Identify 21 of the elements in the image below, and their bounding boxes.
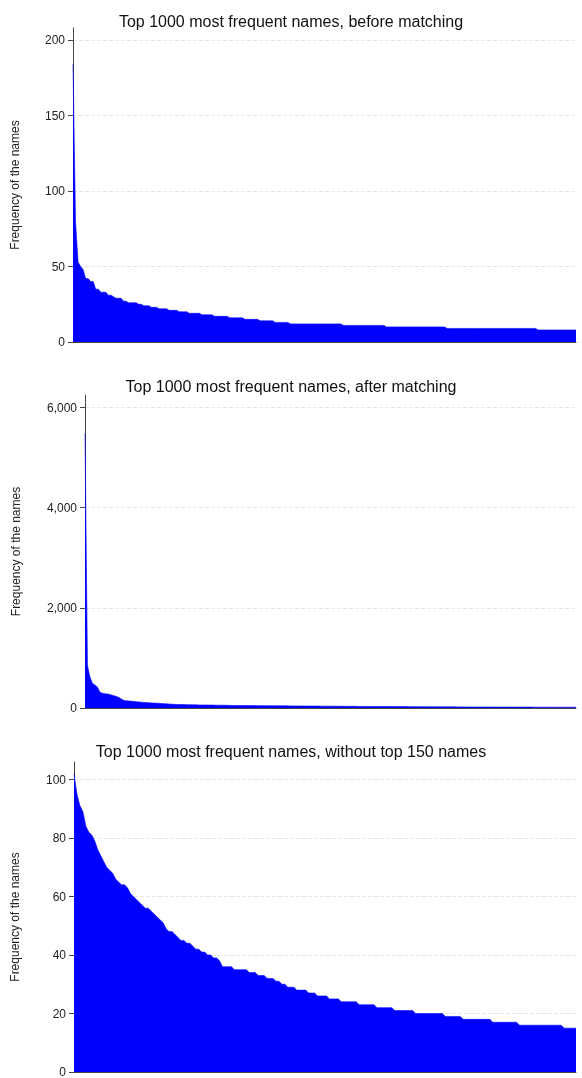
y-tick-label: 100	[44, 184, 66, 199]
chart-title: Top 1000 most frequent names, after matching	[125, 377, 457, 395]
y-tick-label: 0	[70, 701, 78, 715]
y-tick-label: 50	[51, 259, 66, 274]
y-tick-label: 60	[52, 889, 67, 904]
y-axis-title: Frequency of the names	[8, 852, 22, 982]
y-tick-label: 20	[52, 1006, 67, 1021]
y-tick-label: 4,000	[46, 500, 78, 515]
y-tick-label: 150	[44, 108, 66, 123]
y-tick-label: 80	[52, 831, 67, 846]
chart-title: Top 1000 most frequent names, before matching	[118, 12, 464, 30]
y-tick-label: 6,000	[46, 400, 78, 415]
y-axis-title: Frequency of the names	[8, 120, 22, 250]
y-tick-label: 2,000	[46, 600, 78, 615]
y-tick-label: 0	[58, 335, 66, 349]
y-tick-label: 200	[44, 33, 66, 48]
y-tick-label: 40	[52, 948, 67, 963]
y-tick-label: 100	[45, 772, 67, 787]
chart-title: Top 1000 most frequent names, without top 150 names	[95, 742, 487, 760]
y-tick-label: 0	[59, 1065, 67, 1078]
y-axis-title: Frequency of the names	[9, 486, 23, 617]
